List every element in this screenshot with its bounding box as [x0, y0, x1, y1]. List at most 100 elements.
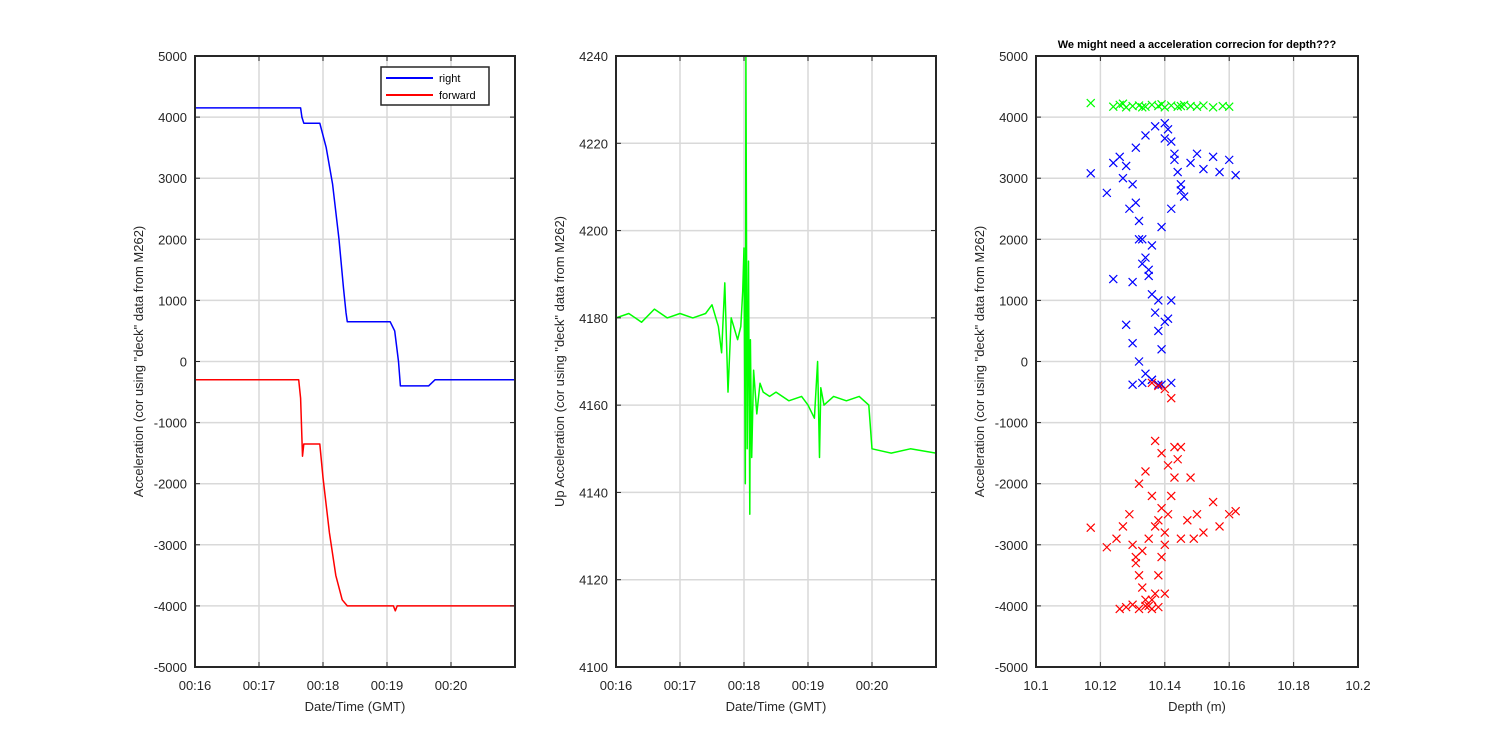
scatter-point-right [1150, 308, 1160, 318]
scatter-point-right [1121, 161, 1131, 171]
scatter-point-forward [1157, 448, 1167, 458]
scatter-point-right [1163, 314, 1173, 324]
scatter-point-right [1134, 234, 1144, 244]
scatter-point-up [1173, 102, 1183, 112]
y-axis-label: Acceleration (cor using "deck" data from… [131, 226, 146, 498]
y-tick-label: 4100 [579, 660, 608, 675]
y-tick-label: 4180 [579, 311, 608, 326]
tick-marks [1035, 55, 1359, 668]
scatter-point-right [1150, 121, 1160, 131]
scatter-point-right [1128, 338, 1138, 348]
scatter-point-forward [1115, 604, 1125, 614]
scatter-point-forward [1157, 552, 1167, 562]
y-tick-label: 2000 [999, 232, 1028, 247]
y-tick-label: -3000 [154, 538, 187, 553]
scatter-point-forward [1086, 523, 1096, 533]
scatter-point-right [1121, 320, 1131, 330]
scatter-point-right [1192, 149, 1202, 159]
scatter-point-forward [1144, 534, 1154, 544]
y-tick-label: -3000 [995, 538, 1028, 553]
y-tick-label: 5000 [158, 49, 187, 64]
y-tick-label: -4000 [995, 599, 1028, 614]
y-tick-label: 0 [1021, 355, 1028, 370]
legend-box [380, 66, 490, 106]
x-tick-label: 00:20 [435, 678, 468, 693]
x-tick-label: 00:16 [179, 678, 212, 693]
scatter-point-forward [1150, 589, 1160, 599]
y-tick-label: 4160 [579, 398, 608, 413]
series-line-forward [195, 379, 515, 612]
scatter-point-right [1137, 234, 1147, 244]
scatter-point-forward [1173, 454, 1183, 464]
y-tick-label: 3000 [158, 171, 187, 186]
y-tick-label: -5000 [995, 660, 1028, 675]
scatter-point-forward [1160, 528, 1170, 538]
y-tick-label: 4000 [158, 110, 187, 125]
scatter-point-forward [1137, 583, 1147, 592]
scatter-point-right [1128, 380, 1138, 390]
series-line-up [616, 56, 936, 516]
scatter-point-forward [1150, 436, 1160, 446]
y-tick-label: 3000 [999, 171, 1028, 186]
y-axis-label: Acceleration (cor using "deck" data from… [972, 226, 987, 498]
scatter-point-right [1128, 179, 1138, 189]
scatter-point-up [1086, 98, 1096, 108]
y-tick-label: 2000 [158, 232, 187, 247]
x-tick-label: 10.16 [1213, 678, 1246, 693]
chart-title: We might need a acceleration correcion f… [1058, 39, 1337, 51]
tick-marks [615, 55, 936, 668]
scatter-point-forward [1147, 604, 1157, 614]
scatter-point-right [1137, 378, 1147, 388]
scatter-point-forward [1163, 460, 1173, 470]
y-tick-label: 1000 [158, 293, 187, 308]
legend: right forward [380, 66, 490, 106]
scatter-point-right [1166, 137, 1176, 146]
axes-frame [615, 55, 937, 668]
scatter-point-right [1231, 170, 1241, 180]
scatter-point-forward [1176, 534, 1186, 544]
scatter-point-forward [1153, 381, 1163, 391]
scatter-point-right [1144, 265, 1154, 275]
scatter-point-forward [1224, 509, 1234, 519]
y-tick-labels: -5000 -4000 -3000 -2000 -1000 0 1000 2000 3000 40… [154, 49, 187, 675]
y-tick-label: 0 [180, 355, 187, 370]
scatter-point-forward [1182, 515, 1192, 525]
scatter-point-right [1176, 185, 1186, 195]
scatter-point-right [1157, 344, 1167, 354]
y-tick-labels: -5000 -4000 -3000 -2000 -1000 0 1000 2000 3000 40… [995, 49, 1028, 675]
x-tick-label: 00:16 [600, 678, 633, 693]
scatter-point-forward [1215, 522, 1224, 531]
scatter-point-forward [1102, 542, 1112, 552]
scatter-point-forward [1121, 602, 1131, 612]
scatter-point-right [1147, 240, 1157, 250]
scatter-point-right [1166, 295, 1176, 305]
x-tick-label: 00:17 [664, 678, 697, 693]
scatter-point-forward [1153, 570, 1163, 580]
scatter-point-up [1208, 102, 1218, 112]
scatter-point-forward [1147, 595, 1157, 605]
scatter-point-right [1153, 295, 1163, 305]
scatter-point-forward [1147, 378, 1157, 388]
x-tick-label: 10.12 [1084, 678, 1117, 693]
y-axis-label: Up Acceleration (cor using "deck" data f… [552, 216, 567, 507]
scatter-point-right [1215, 167, 1224, 177]
scatter-point-forward [1118, 522, 1128, 531]
x-tick-label: 00:18 [728, 678, 761, 693]
scatter-point-right [1134, 216, 1144, 226]
y-tick-labels: 4100 4120 4140 4160 4180 4200 4220 4240 [579, 49, 608, 675]
y-tick-label: 4240 [579, 49, 608, 64]
scatter-point-right [1163, 124, 1173, 134]
scatter-point-forward [1128, 540, 1138, 550]
scatter-point-forward [1134, 570, 1144, 580]
scatter-point-forward [1192, 509, 1202, 519]
y-tick-label: -2000 [154, 477, 187, 492]
x-tick-label: 10.2 [1345, 678, 1370, 693]
scatter-point-right [1131, 143, 1141, 153]
scatter-point-forward [1153, 515, 1163, 525]
scatter-point-right [1173, 167, 1183, 177]
scatter-point-right [1141, 253, 1150, 263]
scatter-point-right [1134, 357, 1144, 366]
x-tick-label: 00:20 [856, 678, 889, 693]
scatter-point-right [1157, 222, 1167, 232]
